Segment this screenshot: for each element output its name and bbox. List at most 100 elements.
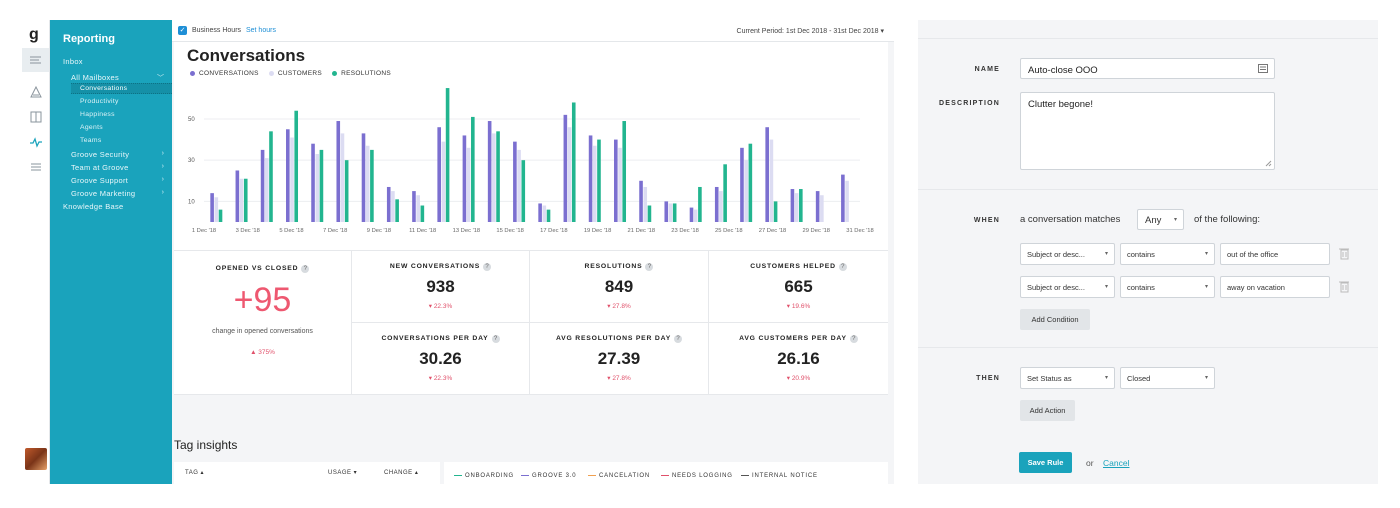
chevron-down-icon[interactable]: ﹀ [157,75,164,82]
name-input[interactable]: Auto-close OOO [1020,58,1275,79]
help-icon[interactable]: ? [301,265,310,273]
bar-resolutions[interactable] [647,205,652,222]
legend-conversations[interactable]: CONVERSATIONS [190,70,259,77]
bar-customers[interactable] [592,145,597,222]
help-icon[interactable]: ? [645,263,654,271]
bar-customers[interactable] [719,191,723,222]
settings-sliders-icon[interactable] [28,159,44,175]
bar-customers[interactable] [517,149,521,222]
bar-conversations[interactable] [841,174,845,222]
bar-customers[interactable] [466,147,471,222]
action-field-select[interactable]: Set Status as ▾ [1020,367,1115,389]
bar-conversations[interactable] [714,186,719,222]
bar-customers[interactable] [794,193,799,222]
user-avatar[interactable] [25,448,47,470]
bar-conversations[interactable] [336,121,341,222]
bar-customers[interactable] [214,197,219,222]
bar-resolutions[interactable] [471,116,475,222]
bar-customers[interactable] [290,137,294,222]
bar-conversations[interactable] [563,114,568,222]
bar-customers[interactable] [744,160,748,222]
bar-resolutions[interactable] [546,209,551,222]
legend-internal-notice[interactable]: INTERNAL NOTICE [741,473,818,479]
legend-customers[interactable]: CUSTOMERS [268,70,322,77]
help-icon[interactable]: ? [483,263,492,271]
bar-customers[interactable] [391,191,395,222]
help-icon[interactable]: ? [491,335,500,343]
trash-icon[interactable] [1339,247,1349,260]
bar-resolutions[interactable] [496,131,500,222]
sidebar-item-groove-support[interactable]: Groove Support [71,176,129,185]
bar-customers[interactable] [441,141,446,222]
sidebar-item-inbox[interactable]: Inbox [63,57,83,66]
sidebar-item-all-mailboxes[interactable]: All Mailboxes [71,73,120,82]
cancel-link[interactable]: Cancel [1103,458,1130,468]
sidebar-item-happiness[interactable]: Happiness [80,111,115,118]
reports-icon[interactable] [28,134,44,150]
bar-customers[interactable] [769,139,774,222]
resize-handle-icon[interactable] [1265,160,1272,167]
bar-customers[interactable] [542,205,547,222]
bar-conversations[interactable] [588,135,593,222]
chevron-right-icon[interactable]: › [161,163,164,170]
bar-resolutions[interactable] [521,160,526,222]
bar-conversations[interactable] [639,180,643,222]
bar-resolutions[interactable] [597,139,601,222]
condition-1-operator[interactable]: contains ▾ [1120,243,1215,265]
bar-resolutions[interactable] [243,178,248,222]
bar-resolutions[interactable] [420,205,425,222]
legend-resolutions[interactable]: RESOLUTIONS [332,70,391,77]
bar-resolutions[interactable] [445,88,450,222]
column-tag[interactable]: TAG ▴ [185,470,205,476]
bar-conversations[interactable] [286,129,290,222]
bar-resolutions[interactable] [723,164,727,222]
knowledge-base-icon[interactable] [28,109,44,125]
bar-resolutions[interactable] [218,209,223,222]
bar-conversations[interactable] [210,193,214,222]
bar-resolutions[interactable] [571,102,576,222]
sidebar-item-groove-security[interactable]: Groove Security [71,150,130,159]
bar-customers[interactable] [492,133,496,222]
help-icon[interactable]: ? [674,335,683,343]
bar-resolutions[interactable] [294,110,299,222]
bar-resolutions[interactable] [672,203,677,222]
bar-conversations[interactable] [361,133,366,222]
bar-resolutions[interactable] [622,121,627,222]
bar-customers[interactable] [416,195,420,222]
help-icon[interactable]: ? [849,335,858,343]
bar-customers[interactable] [668,203,673,222]
bar-conversations[interactable] [664,201,669,222]
condition-1-field[interactable]: Subject or desc... ▾ [1020,243,1115,265]
save-rule-button[interactable]: Save Rule [1019,452,1072,473]
bar-customers[interactable] [845,180,849,222]
action-value-select[interactable]: Closed ▾ [1120,367,1215,389]
sidebar-item-conversations[interactable]: Conversations [80,85,128,92]
legend-cancelation[interactable]: CANCELATION [588,473,650,479]
bar-customers[interactable] [693,209,698,222]
bar-conversations[interactable] [790,189,795,222]
add-condition-button[interactable]: Add Condition [1020,309,1090,330]
chevron-right-icon[interactable]: › [161,150,164,157]
trash-icon[interactable] [1339,280,1349,293]
bar-resolutions[interactable] [370,149,374,222]
bar-resolutions[interactable] [698,186,702,222]
bar-conversations[interactable] [815,191,820,222]
column-usage[interactable]: USAGE ▾ [328,470,358,476]
legend-onboarding[interactable]: ONBOARDING [454,473,514,479]
bar-customers[interactable] [567,127,572,222]
set-hours-link[interactable]: Set hours [245,27,276,34]
inbox-icon[interactable] [28,84,44,100]
bar-conversations[interactable] [513,141,517,222]
bar-conversations[interactable] [412,191,416,222]
bar-conversations[interactable] [538,203,542,222]
legend-groove-3[interactable]: GROOVE 3.0 [521,473,576,479]
condition-2-value-input[interactable]: away on vacation [1220,276,1330,298]
bar-conversations[interactable] [386,186,391,222]
bar-conversations[interactable] [740,147,744,222]
match-select[interactable]: Any ▾ [1137,209,1184,230]
column-change[interactable]: CHANGE ▴ [384,470,419,476]
bar-customers[interactable] [315,154,320,222]
legend-needs-logging[interactable]: NEEDS LOGGING [661,473,733,479]
sidebar-item-teams[interactable]: Teams [80,137,102,144]
add-action-button[interactable]: Add Action [1020,400,1075,421]
